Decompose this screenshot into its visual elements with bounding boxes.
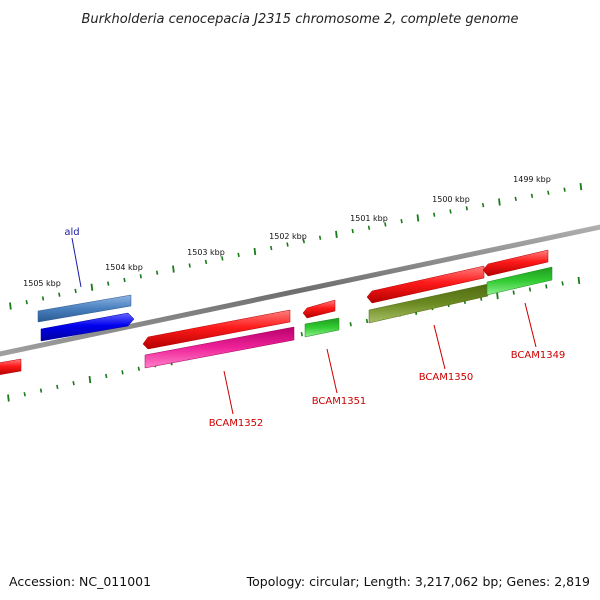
inner-tick <box>7 394 10 402</box>
outer-tick <box>384 222 387 227</box>
outer-tick <box>302 239 305 244</box>
outer-tick <box>400 219 403 224</box>
outer-tick <box>563 187 566 192</box>
tick-label-1502: 1502 kbp <box>269 232 307 241</box>
outer-tick <box>416 214 420 222</box>
label-bcam1351[interactable]: BCAM1351 <box>312 396 367 407</box>
outer-tick <box>579 183 583 191</box>
leader-bcam1351 <box>326 348 338 394</box>
leader-bcam1352 <box>223 370 234 415</box>
label-ald[interactable]: ald <box>64 227 79 238</box>
inner-tick <box>512 290 515 295</box>
inner-tick <box>545 284 548 289</box>
outer-tick <box>172 265 175 273</box>
leader-bcam1349 <box>524 302 537 348</box>
outer-tick <box>318 235 322 240</box>
gene-bcam1351[interactable] <box>304 317 340 338</box>
gene-labels: ald BCAM1352 BCAM1351 BCAM1350 BCAM1349 <box>64 227 565 429</box>
outer-tick <box>41 296 45 301</box>
inner-tick <box>349 322 352 327</box>
gene-bcam1352[interactable] <box>144 326 295 369</box>
cds-partial-left[interactable] <box>0 358 22 375</box>
outer-tick-row <box>9 183 583 310</box>
tick-label-1505: 1505 kbp <box>23 279 61 288</box>
label-bcam1352[interactable]: BCAM1352 <box>209 418 264 429</box>
outer-tick <box>9 302 12 310</box>
outer-tick <box>139 274 142 279</box>
inner-tick <box>72 381 75 386</box>
outer-tick <box>514 196 517 202</box>
inner-tick <box>137 366 140 371</box>
outer-tick <box>465 206 468 211</box>
inner-tick <box>528 287 532 292</box>
outer-tick <box>58 292 61 297</box>
outer-tick <box>204 259 208 265</box>
outer-tick <box>481 202 485 208</box>
outer-tick <box>188 263 191 268</box>
chromosome-backbone <box>0 224 600 357</box>
leader-ald <box>71 237 82 288</box>
outer-tick <box>449 209 452 214</box>
tick-label-1501: 1501 kbp <box>350 214 388 223</box>
outer-tick <box>155 270 159 275</box>
leader-bcam1350 <box>433 324 446 370</box>
inner-tick <box>88 375 92 384</box>
inner-tick <box>496 292 499 300</box>
map-title: Burkholderia cenocepacia J2315 chromosom… <box>81 12 518 27</box>
outer-tick <box>498 198 501 206</box>
outer-tick <box>74 288 77 294</box>
outer-tick <box>270 245 273 251</box>
outer-tick <box>107 281 110 286</box>
outer-tick <box>90 283 94 291</box>
outer-tick <box>253 247 257 256</box>
outer-tick <box>335 230 338 239</box>
label-leaders <box>71 237 537 415</box>
tick-label-1499: 1499 kbp <box>513 175 551 184</box>
inner-tick <box>300 332 303 337</box>
label-bcam1350[interactable]: BCAM1350 <box>419 372 474 383</box>
genes-outer-strand <box>0 249 549 375</box>
inner-tick <box>577 276 581 285</box>
inner-tick <box>561 281 564 286</box>
inner-tick <box>121 370 124 375</box>
cds-bcam1352[interactable] <box>142 309 291 350</box>
genome-stats-text: Topology: circular; Length: 3,217,062 bp… <box>246 574 590 589</box>
tick-label-1503: 1503 kbp <box>187 248 225 257</box>
outer-tick <box>433 212 436 217</box>
gene-ald[interactable] <box>37 294 132 323</box>
outer-tick <box>123 277 126 283</box>
outer-tick <box>530 193 534 198</box>
cds-ald[interactable] <box>40 312 135 342</box>
accession-text: Accession: NC_011001 <box>9 574 151 589</box>
gene-bcam1350[interactable] <box>368 283 489 324</box>
inner-tick <box>39 388 43 393</box>
label-bcam1349[interactable]: BCAM1349 <box>511 350 566 361</box>
tick-label-1500: 1500 kbp <box>432 195 470 204</box>
cds-bcam1350[interactable] <box>366 265 485 304</box>
outer-tick <box>25 300 28 305</box>
inner-tick <box>23 392 26 397</box>
inner-tick <box>56 384 59 390</box>
cds-bcam1351[interactable] <box>302 299 336 319</box>
outer-tick <box>351 228 354 234</box>
inner-tick <box>365 318 369 324</box>
tick-labels: 1505 kbp 1504 kbp 1503 kbp 1502 kbp 1501… <box>23 175 551 288</box>
outer-tick <box>367 225 371 230</box>
genes-feature-row <box>144 266 553 369</box>
outer-tick <box>547 190 550 195</box>
cds-bcam1349[interactable] <box>482 249 549 277</box>
gene-bcam1349[interactable] <box>486 266 553 296</box>
tick-label-1504: 1504 kbp <box>105 263 143 272</box>
outer-tick <box>286 242 289 247</box>
outer-tick <box>237 252 240 258</box>
outer-tick <box>221 256 224 261</box>
inner-tick <box>105 373 108 379</box>
